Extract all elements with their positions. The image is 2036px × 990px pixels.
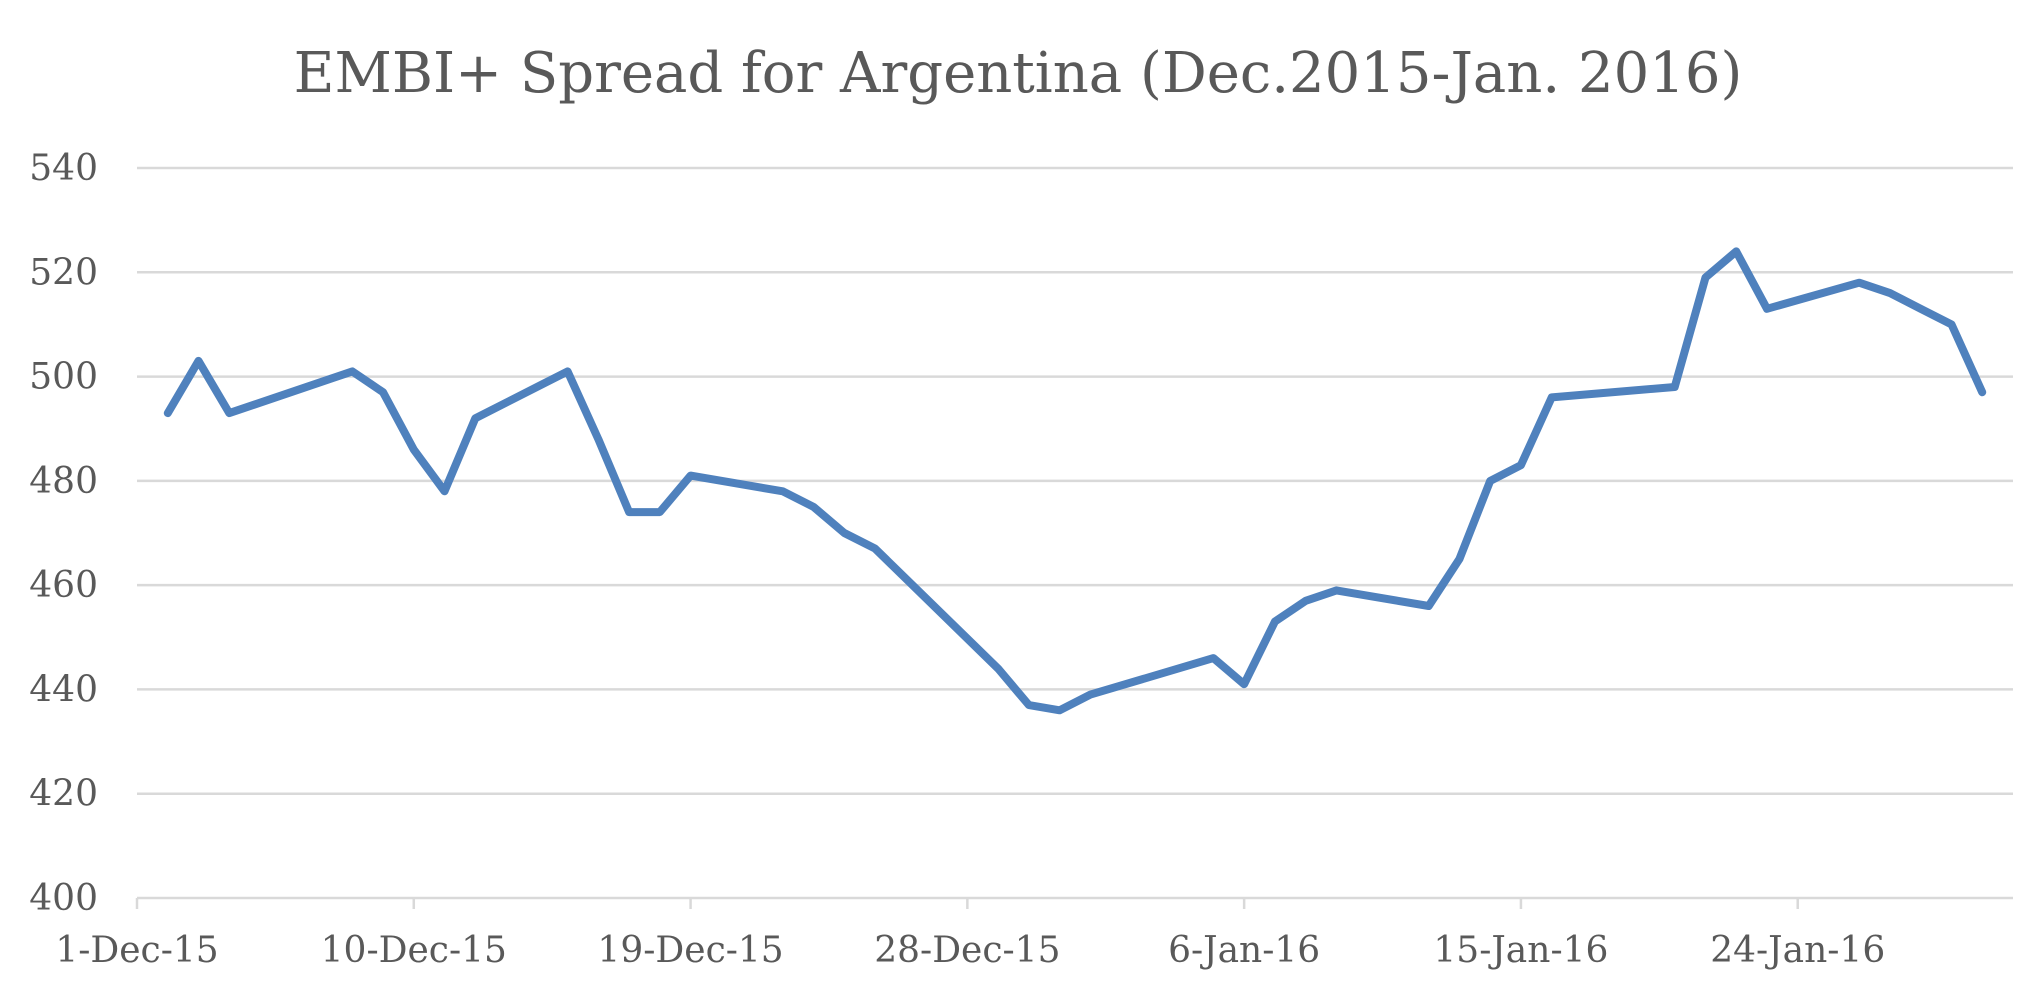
x-tick-label: 6-Jan-16	[1168, 930, 1320, 971]
x-axis: 1-Dec-15 10-Dec-15 19-Dec-15 28-Dec-15 6-Jan…	[55, 896, 2013, 971]
y-tick-label: 540	[29, 148, 98, 189]
y-tick-label: 440	[29, 669, 98, 710]
y-axis-labels: 400 420 440 460 480 500 520 540	[29, 148, 98, 919]
x-tick-label: 19-Dec-15	[597, 930, 783, 971]
x-tick-label: 1-Dec-15	[55, 930, 218, 971]
x-tick-label: 28-Dec-15	[874, 930, 1060, 971]
series-line	[163, 247, 1987, 715]
y-tick-label: 420	[29, 774, 98, 815]
y-tick-label: 400	[29, 878, 98, 919]
y-tick-label: 460	[29, 565, 98, 606]
y-tick-label: 520	[29, 252, 98, 293]
chart-title: EMBI+ Spread for Argentina (Dec.2015-Jan…	[294, 41, 1743, 106]
y-tick-label: 500	[29, 357, 98, 398]
x-tick-label: 24-Jan-16	[1710, 930, 1885, 971]
y-tick-label: 480	[29, 461, 98, 502]
x-tick-label: 15-Jan-16	[1433, 930, 1608, 971]
x-tick-label: 10-Dec-15	[321, 930, 507, 971]
series-layer	[163, 247, 1987, 715]
